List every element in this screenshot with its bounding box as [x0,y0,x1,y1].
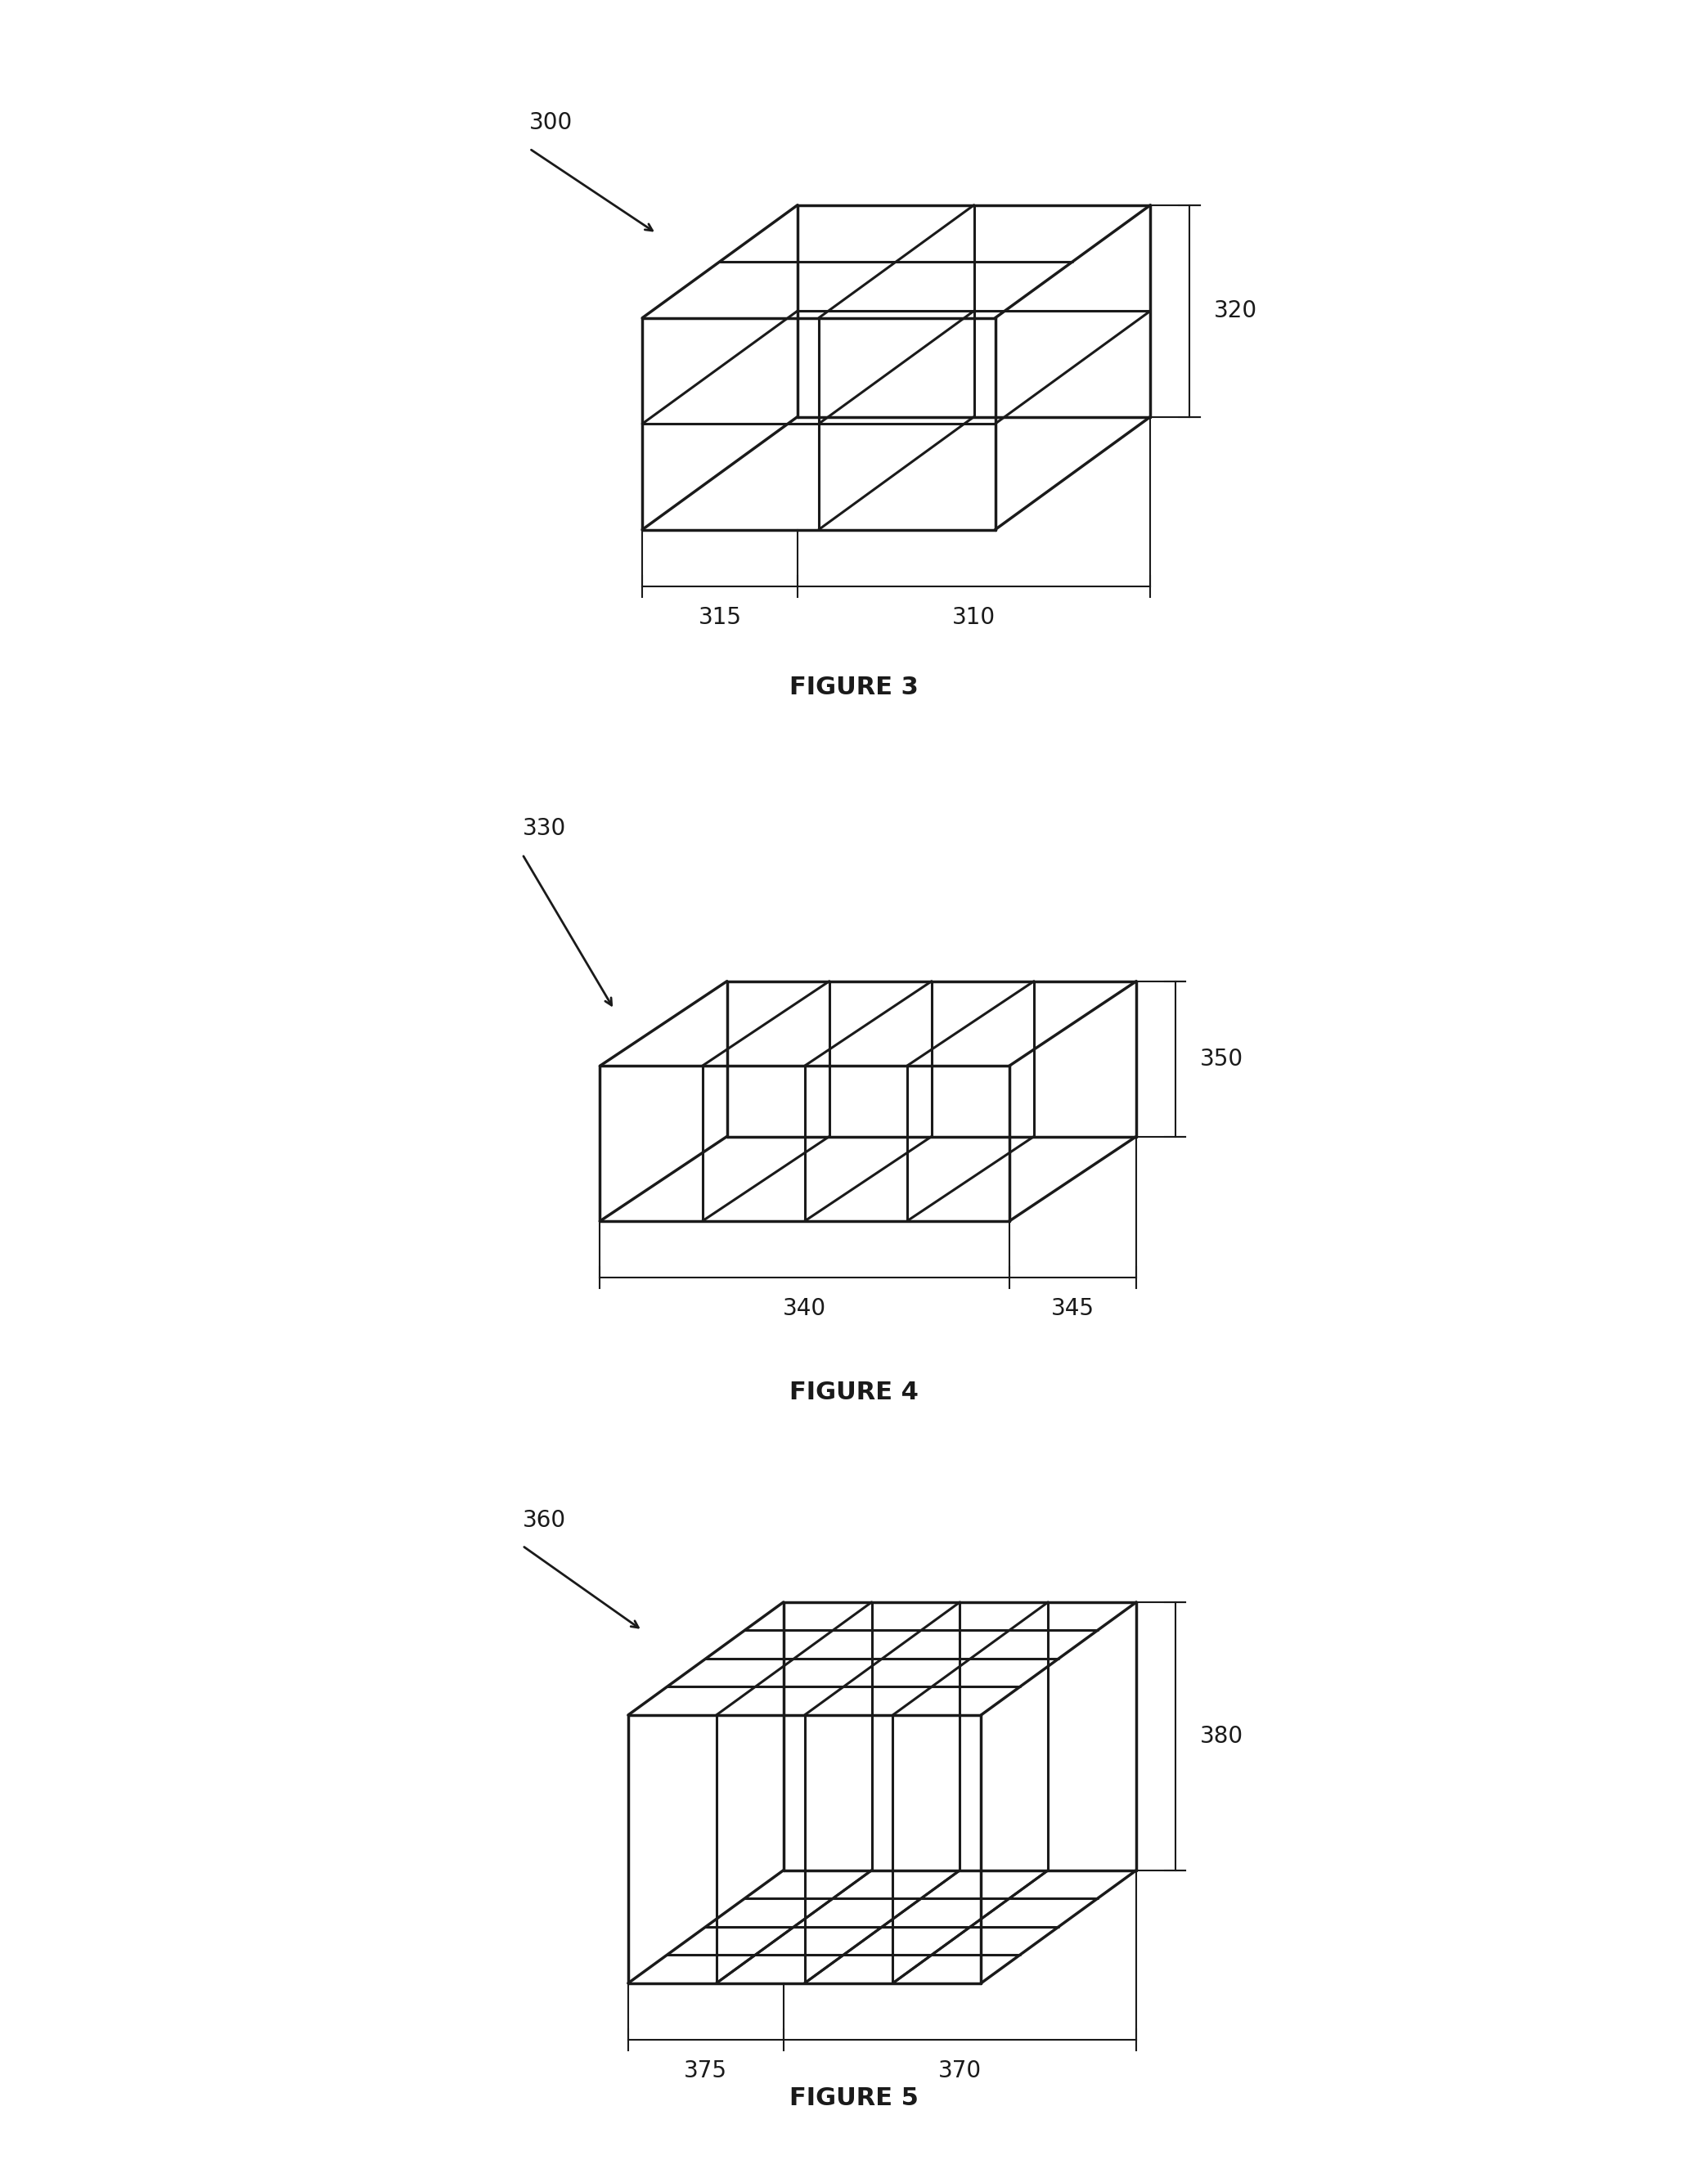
Text: 315: 315 [699,605,741,629]
Text: 375: 375 [685,2058,728,2082]
Text: 345: 345 [1050,1298,1095,1320]
Text: 310: 310 [953,605,996,629]
Text: 370: 370 [938,2058,982,2082]
Text: 360: 360 [523,1508,565,1531]
Text: 340: 340 [782,1298,827,1320]
Text: FIGURE 4: FIGURE 4 [789,1380,919,1404]
Text: 320: 320 [1214,300,1257,322]
Text: 350: 350 [1199,1048,1243,1071]
Text: FIGURE 5: FIGURE 5 [789,2087,919,2110]
Text: 330: 330 [523,816,565,840]
Text: FIGURE 3: FIGURE 3 [789,676,919,700]
Text: 300: 300 [529,112,572,134]
Text: 380: 380 [1199,1724,1243,1747]
